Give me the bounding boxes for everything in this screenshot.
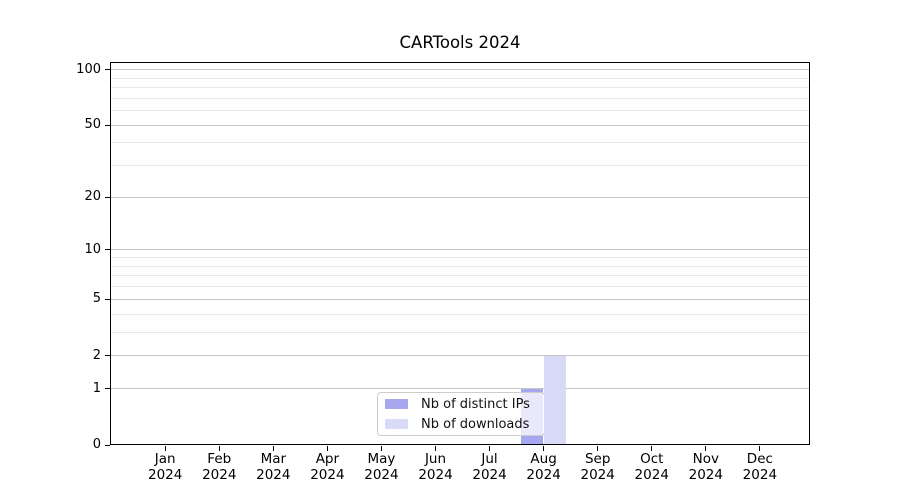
y-gridline-major [111, 249, 809, 251]
x-tick-label: Apr 2024 [300, 451, 354, 483]
x-tick-label-line: 2024 [742, 466, 778, 483]
y-gridline-major [111, 388, 809, 390]
x-tick-label-line: Sep [584, 451, 611, 467]
y-tick [105, 298, 110, 300]
legend: Nb of distinct IPs Nb of downloads [377, 392, 545, 436]
x-tick-label-line: Jan [154, 451, 176, 467]
y-gridline-major [111, 298, 809, 300]
y-gridline-major [111, 355, 809, 357]
y-gridline-minor [111, 257, 809, 259]
y-tick-label: 5 [92, 291, 101, 307]
y-gridline-minor [111, 142, 809, 144]
y-gridline-minor [111, 165, 809, 167]
y-tick [105, 444, 110, 446]
x-tick-label: Jul 2024 [463, 451, 517, 483]
x-tick-label: Jan 2024 [138, 451, 192, 483]
x-tick-label-line: Apr [315, 451, 340, 467]
x-tick-label: Jun 2024 [409, 451, 463, 483]
y-tick-label: 1 [92, 380, 101, 396]
y-gridline-minor [111, 275, 809, 277]
legend-item-downloads: Nb of downloads [378, 415, 544, 433]
x-tick-label: Mar 2024 [246, 451, 300, 483]
y-tick-label: 10 [84, 241, 101, 257]
x-tick-label: Aug 2024 [517, 451, 571, 483]
y-tick-label: 20 [84, 189, 101, 205]
y-tick [105, 124, 110, 126]
x-tick [218, 446, 220, 451]
x-tick [543, 446, 545, 451]
x-tick-label: Feb 2024 [192, 451, 246, 483]
x-tick-label-line: 2024 [310, 466, 345, 483]
legend-label-distinct-ips: Nb of distinct IPs [421, 396, 530, 412]
x-tick [705, 446, 707, 451]
y-gridline-minor [111, 110, 809, 112]
x-tick [651, 446, 653, 451]
x-tick-label-line: Feb [207, 451, 232, 467]
y-gridline-minor [111, 313, 809, 315]
y-tick [105, 355, 110, 357]
x-tick-label-line: 2024 [580, 466, 615, 483]
y-tick-label: 50 [84, 117, 101, 133]
x-tick [326, 446, 328, 451]
y-tick [105, 249, 110, 251]
chart-title: CARTools 2024 [399, 33, 521, 52]
y-gridline-minor [111, 286, 809, 288]
x-tick [272, 446, 274, 451]
x-tick-label-line: 2024 [364, 466, 399, 483]
x-tick-label-line: Nov [692, 451, 719, 467]
y-gridline-minor [111, 77, 809, 79]
x-tick-label-line: 2024 [634, 466, 669, 483]
y-tick-label: 2 [92, 347, 101, 363]
x-tick-label-line: 2024 [688, 466, 723, 483]
y-gridline-minor [111, 87, 809, 89]
y-gridline-major [111, 196, 809, 198]
y-tick-label: 100 [76, 61, 101, 77]
x-tick-label-line: Jun [424, 451, 447, 467]
x-tick-label: Dec 2024 [733, 451, 787, 483]
y-tick-label: 0 [92, 437, 101, 452]
x-tick-label-line: Jul [481, 451, 498, 467]
x-tick-label-line: Mar [260, 451, 287, 467]
x-tick-label: Sep 2024 [571, 451, 625, 483]
x-tick [759, 446, 761, 451]
y-gridline-major [111, 124, 809, 126]
legend-label-downloads: Nb of downloads [421, 416, 530, 432]
y-tick [105, 388, 110, 390]
x-tick [435, 446, 436, 451]
legend-item-distinct-ips: Nb of distinct IPs [378, 395, 544, 413]
x-tick-label: May 2024 [354, 451, 408, 483]
x-tick-label-line: Oct [640, 451, 664, 467]
y-tick [105, 196, 110, 198]
y-gridline-minor [111, 97, 809, 99]
y-gridline-minor [111, 331, 809, 333]
x-tick-label-line: 2024 [256, 466, 291, 483]
bar-nb-of-downloads [544, 355, 567, 444]
x-tick-label-line: 2024 [526, 466, 561, 483]
x-tick-label: Nov 2024 [679, 451, 733, 483]
x-tick-label-line: 2024 [472, 466, 507, 483]
x-tick [164, 446, 166, 451]
x-tick [380, 446, 382, 451]
x-tick-label-line: 2024 [202, 466, 237, 483]
x-tick-label: Oct 2024 [625, 451, 679, 483]
x-tick [489, 446, 491, 451]
legend-swatch-downloads-icon [385, 419, 408, 429]
x-tick-label-line: 2024 [418, 466, 453, 483]
y-gridline-minor [111, 265, 809, 267]
x-tick-label-line: Aug [530, 451, 557, 467]
y-gridline-major [111, 69, 809, 71]
x-tick-label-line: Dec [746, 451, 773, 467]
x-tick [597, 446, 599, 451]
x-tick-label-line: May [367, 451, 396, 467]
legend-swatch-distinct-ips-icon [385, 399, 408, 409]
x-tick-label-line: 2024 [148, 466, 183, 483]
y-tick [105, 69, 110, 71]
